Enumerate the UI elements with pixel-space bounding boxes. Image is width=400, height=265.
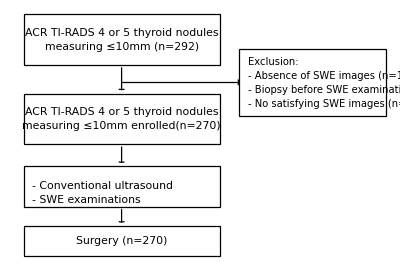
FancyBboxPatch shape xyxy=(24,14,220,65)
Text: ACR TI-RADS 4 or 5 thyroid nodules
measuring ≤10mm (n=292): ACR TI-RADS 4 or 5 thyroid nodules measu… xyxy=(25,28,218,52)
FancyBboxPatch shape xyxy=(239,49,386,116)
FancyBboxPatch shape xyxy=(24,166,220,206)
Text: ACR TI-RADS 4 or 5 thyroid nodules
measuring ≤10mm enrolled(n=270): ACR TI-RADS 4 or 5 thyroid nodules measu… xyxy=(22,107,221,131)
Text: Exclusion:
- Absence of SWE images (n=11)
- Biopsy before SWE examinations (n=6): Exclusion: - Absence of SWE images (n=11… xyxy=(248,56,400,108)
FancyBboxPatch shape xyxy=(24,226,220,256)
Text: Surgery (n=270): Surgery (n=270) xyxy=(76,236,167,246)
FancyBboxPatch shape xyxy=(24,94,220,144)
Text: - Conventional ultrasound
- SWE examinations: - Conventional ultrasound - SWE examinat… xyxy=(32,167,173,205)
